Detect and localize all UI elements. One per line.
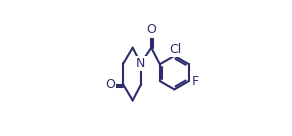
- Text: O: O: [146, 23, 156, 36]
- Text: O: O: [105, 78, 115, 91]
- Text: F: F: [192, 75, 199, 88]
- Text: Cl: Cl: [169, 43, 181, 56]
- Text: N: N: [136, 57, 145, 70]
